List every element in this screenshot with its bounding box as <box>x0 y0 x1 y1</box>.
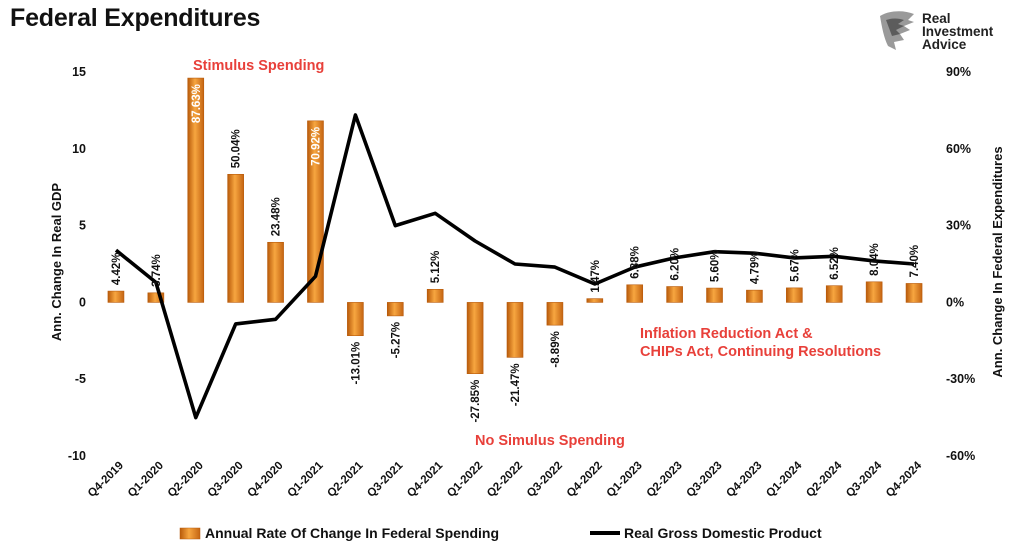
legend-line-label: Real Gross Domestic Product <box>624 525 822 541</box>
bar-Q3-2024 <box>865 281 883 303</box>
annotations-layer: Stimulus Spending No Simulus Spending In… <box>193 58 881 449</box>
y-right-tick: 60% <box>946 142 971 156</box>
x-tick-Q4-2020: Q4-2020 <box>246 460 286 500</box>
x-tick-Q4-2023: Q4-2023 <box>724 460 764 500</box>
x-tick-Q4-2019: Q4-2019 <box>86 460 126 500</box>
logo-line3: Advice <box>922 37 967 52</box>
data-label-Q2-2023: 6.20% <box>670 248 682 281</box>
y-right-axis-title: Ann. Change In Federal Expenditures <box>990 146 1005 377</box>
bar-Q4-2023 <box>746 289 763 303</box>
legend-bar-label: Annual Rate Of Change In Federal Spendin… <box>205 525 499 541</box>
x-tick-Q3-2024: Q3-2024 <box>844 459 885 500</box>
bar-Q2-2020 <box>187 77 205 303</box>
stimulus-annotation: Stimulus Spending <box>193 58 324 74</box>
x-tick-Q1-2021: Q1-2021 <box>285 459 326 500</box>
bar-Q4-2024 <box>905 283 923 303</box>
y-right-tick: 90% <box>946 65 971 79</box>
bar-Q2-2022 <box>506 302 524 358</box>
y-right-tick: -60% <box>946 449 975 463</box>
data-label-Q1-2024: 5.67% <box>789 249 801 282</box>
x-tick-Q4-2022: Q4-2022 <box>565 460 605 500</box>
data-label-Q1-2020: 3.74% <box>151 254 163 287</box>
data-label-Q4-2019: 4.42% <box>111 252 123 285</box>
line-layer <box>114 113 915 420</box>
data-label-Q2-2024: 6.52% <box>829 247 841 280</box>
y-left-tick: -5 <box>75 372 86 386</box>
data-label-Q3-2022: -8.89% <box>550 331 562 367</box>
data-label-Q4-2021: 5.12% <box>430 251 442 284</box>
data-label-Q2-2020: 87.63% <box>191 84 203 123</box>
y-left-tick: 15 <box>72 65 86 79</box>
x-tick-Q3-2020: Q3-2020 <box>206 460 246 500</box>
ira-annotation-line1: Inflation Reduction Act & <box>640 326 813 342</box>
x-tick-Q4-2021: Q4-2021 <box>405 459 446 500</box>
data-label-Q3-2023: 5.60% <box>710 249 722 282</box>
bar-Q1-2022 <box>466 302 484 374</box>
data-label-Q1-2023: 6.88% <box>630 246 642 279</box>
bar-Q2-2023 <box>666 286 683 303</box>
chart-title: Federal Expenditures <box>10 4 261 32</box>
data-label-Q4-2024: 7.40% <box>909 245 921 278</box>
data-label-Q4-2023: 4.79% <box>749 252 761 285</box>
x-tick-Q2-2022: Q2-2022 <box>485 460 525 500</box>
bar-Q4-2021 <box>426 288 444 303</box>
x-tick-Q1-2020: Q1-2020 <box>126 460 166 500</box>
logo-line1: Real <box>922 11 951 26</box>
y-right-tick: 30% <box>946 219 971 233</box>
bar-Q1-2020 <box>147 292 165 303</box>
bar-Q1-2023 <box>626 284 644 303</box>
logo-line2: Investment <box>922 24 994 39</box>
data-label-Q1-2022: -27.85% <box>470 380 482 423</box>
data-label-Q4-2020: 23.48% <box>271 197 283 236</box>
x-tick-Q4-2024: Q4-2024 <box>884 459 925 500</box>
eagle-icon <box>880 11 914 50</box>
legend: Annual Rate Of Change In Federal Spendin… <box>179 525 822 541</box>
labels-layer: 4.42% 3.74% 87.63% 50.04% 23.48% 70.92% -13.01… <box>111 84 921 422</box>
data-label-Q1-2021: 70.92% <box>310 127 322 166</box>
bar-Q3-2020 <box>227 173 244 303</box>
gdp-line <box>114 113 915 420</box>
bar-Q1-2024 <box>786 287 803 303</box>
bar-Q3-2022 <box>546 302 564 326</box>
y-right-tick: -30% <box>946 372 975 386</box>
data-label-Q3-2024: 8.04% <box>869 243 881 276</box>
bar-Q4-2020 <box>267 241 284 303</box>
x-tick-Q2-2021: Q2-2021 <box>325 459 366 500</box>
y-left-tick: -10 <box>68 449 86 463</box>
x-tick-Q3-2021: Q3-2021 <box>365 459 406 500</box>
x-tick-Q3-2023: Q3-2023 <box>685 460 725 500</box>
x-tick-Q2-2023: Q2-2023 <box>645 460 685 500</box>
legend-bar-swatch <box>179 527 201 540</box>
data-label-Q2-2021: -13.01% <box>350 342 362 385</box>
y-left-tick: 10 <box>72 142 86 156</box>
y-right-tick: 0% <box>946 295 964 309</box>
bar-Q3-2021 <box>386 302 404 317</box>
x-tick-Q2-2024: Q2-2024 <box>804 459 845 500</box>
logo: Real Investment Advice <box>878 10 1018 62</box>
y-left-tick: 5 <box>79 219 86 233</box>
bar-Q2-2021 <box>347 302 364 337</box>
x-tick-Q3-2022: Q3-2022 <box>525 460 565 500</box>
x-tick-Q1-2022: Q1-2022 <box>445 460 485 500</box>
bar-Q4-2022 <box>586 298 604 303</box>
no-stimulus-annotation: No Simulus Spending <box>475 433 625 449</box>
x-tick-Q1-2023: Q1-2023 <box>605 460 645 500</box>
logo-text: Real Investment Advice <box>922 11 994 52</box>
bar-Q4-2019 <box>107 290 125 303</box>
ira-annotation-line2: CHIPs Act, Continuing Resolutions <box>640 344 881 360</box>
y-left-axis-title: Ann. Change In Real GDP <box>49 183 64 342</box>
data-label-Q3-2021: -5.27% <box>390 322 402 358</box>
bar-Q2-2024 <box>825 285 843 303</box>
data-label-Q3-2020: 50.04% <box>231 129 243 168</box>
data-label-Q4-2022: 1.47% <box>590 260 602 293</box>
x-tick-Q1-2024: Q1-2024 <box>764 459 805 500</box>
x-tick-Q2-2020: Q2-2020 <box>166 460 206 500</box>
bar-Q3-2023 <box>706 287 723 303</box>
data-label-Q2-2022: -21.47% <box>510 363 522 406</box>
y-left-tick: 0 <box>79 295 86 309</box>
